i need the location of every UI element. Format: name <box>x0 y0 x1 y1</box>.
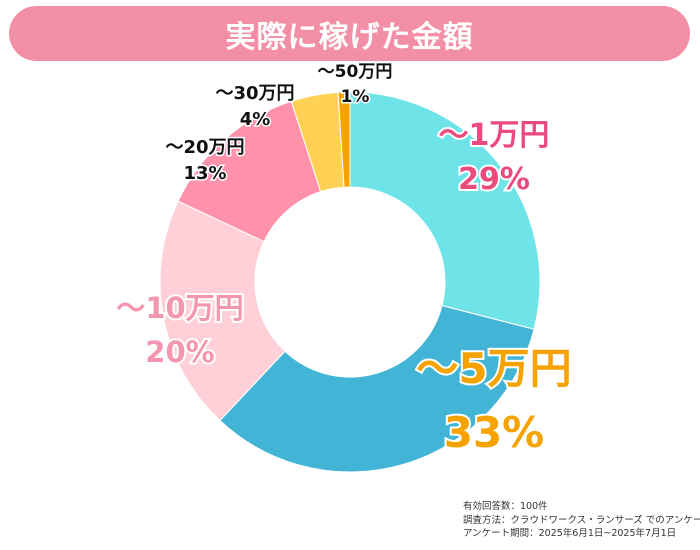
slice-percent-3: 20% <box>145 335 214 369</box>
note-responses: 有効回答数：100件 <box>463 501 548 512</box>
slice-6 <box>337 91 351 188</box>
slice-label-1: 〜1万円 <box>439 118 550 153</box>
slice-percent-4: 13% <box>183 163 226 184</box>
slice-label-6: 〜50万円 <box>318 62 393 82</box>
slice-label-5: 〜30万円 <box>215 83 294 104</box>
slice-percent-6: 1% <box>341 87 370 107</box>
slice-2 <box>219 305 535 473</box>
note-method: 調査方法：クラウドワークス・ランサーズ でのアンケート <box>463 514 700 526</box>
slice-percent-1: 29% <box>458 162 530 197</box>
slice-label-4: 〜20万円 <box>165 137 244 158</box>
slice-1 <box>349 91 541 330</box>
note-period: アンケート期間：2025年6月1日~2025年7月1日 <box>463 528 677 539</box>
survey-notes: 有効回答数：100件 調査方法：クラウドワークス・ランサーズ でのアンケート ア… <box>463 500 700 541</box>
slice-percent-2: 33% <box>444 408 545 457</box>
slice-label-3: 〜10万円 <box>116 291 243 325</box>
slice-label-2: 〜5万円 <box>416 344 571 393</box>
chart-title: 実際に稼げた金額 <box>225 19 474 55</box>
title-banner: 実際に稼げた金額 <box>9 6 690 61</box>
slice-3 <box>159 200 286 422</box>
slice-percent-5: 4% <box>240 109 271 130</box>
